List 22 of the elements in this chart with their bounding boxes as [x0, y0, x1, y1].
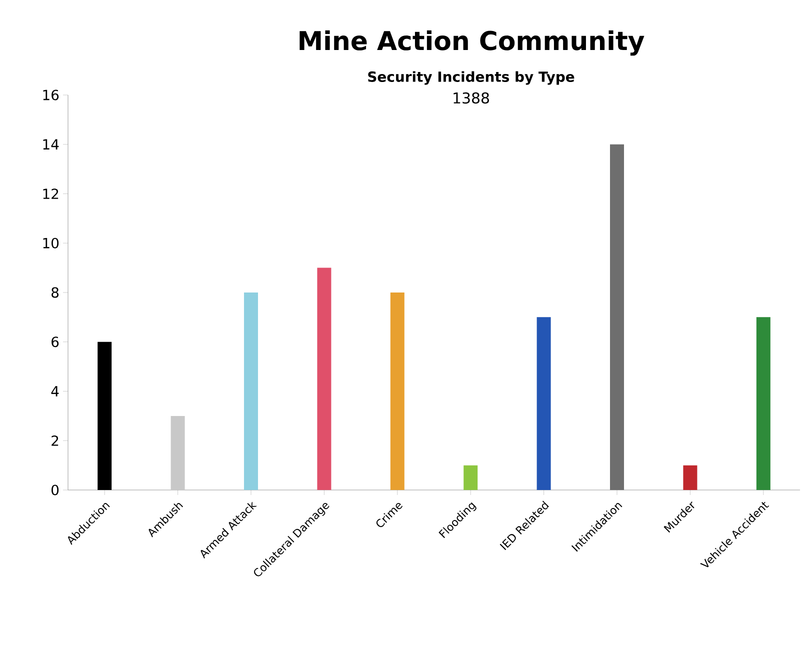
- y-tick-label: 2: [52, 435, 58, 446]
- bar: [683, 465, 698, 490]
- y-tick-label: 10: [43, 238, 59, 248]
- bar: [244, 292, 258, 490]
- y-tick-label: 0: [52, 484, 59, 496]
- bar: [464, 465, 478, 490]
- y-tick-label: 16: [43, 90, 59, 100]
- chart-subtitle: Security Incidents by Type: [368, 71, 574, 85]
- bar: [536, 317, 551, 490]
- annotation: 1388: [454, 92, 489, 104]
- bar: [756, 317, 770, 490]
- y-tick-label: 6: [52, 336, 59, 348]
- y-tick-label: 4: [51, 386, 59, 396]
- chart-title: Mine Action Community: [300, 30, 644, 56]
- bar: [98, 342, 112, 490]
- y-tick-label: 12: [43, 188, 58, 199]
- bar: [170, 416, 185, 490]
- bar: [390, 292, 404, 490]
- y-tick-label: 14: [43, 139, 59, 150]
- y-tick-label: 8: [52, 287, 59, 298]
- bar: [610, 144, 624, 490]
- bar: [317, 268, 332, 490]
